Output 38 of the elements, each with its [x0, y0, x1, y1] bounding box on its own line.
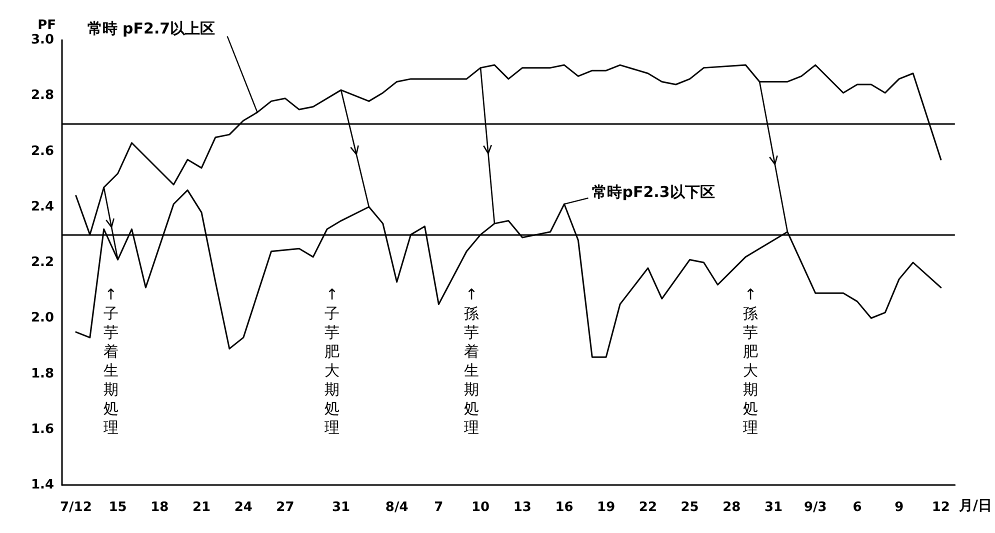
x-tick-label: 9 [894, 500, 904, 515]
x-tick-label: 13 [513, 500, 532, 515]
x-tick-label: 28 [722, 500, 741, 515]
y-tick-label: 1.8 [30, 366, 54, 382]
x-tick-label: 18 [150, 500, 169, 515]
x-tick-label: 15 [108, 500, 127, 515]
y-tick-label: 2.8 [30, 88, 54, 104]
x-tick-label: 9/3 [804, 500, 827, 515]
annotation: ↑子芋肥大期処理 [324, 286, 340, 436]
y-tick-label: 1.4 [30, 478, 54, 492]
x-tick-label: 10 [471, 500, 490, 515]
y-tick-label: 1.6 [30, 422, 54, 437]
legend-label: 常時pF2.3以下区 [592, 183, 715, 202]
x-axis-title: 月/日 [958, 498, 992, 514]
text: 常時 pF2.7以上区 [87, 19, 216, 38]
x-tick-label: 31 [332, 500, 350, 515]
annotation: ↑子芋着生期処理 [103, 286, 118, 436]
annotation: ↑孫芋着生期処理 [464, 286, 480, 436]
y-axis-title: PF [38, 18, 56, 33]
x-tick-label: 27 [276, 500, 294, 515]
y-tick-label: 2.0 [30, 310, 54, 326]
x-tick-label: 21 [192, 500, 211, 515]
x-tick-label: 7 [434, 500, 444, 515]
x-tick-label: 7/12 [60, 500, 92, 515]
x-tick-label: 19 [597, 500, 616, 515]
x-tick-label: 31 [764, 500, 783, 515]
annotation: ↑孫芋肥大期処理 [743, 286, 758, 436]
x-tick-label: 22 [638, 500, 658, 515]
y-tick-label: 2.6 [30, 144, 54, 159]
x-tick-label: 25 [680, 500, 699, 515]
x-tick-label: 12 [932, 500, 950, 515]
x-tick-label: 8/4 [385, 500, 408, 515]
x-tick-label: 16 [555, 500, 574, 515]
x-tick-label: 24 [234, 500, 252, 515]
y-tick-label: 2.4 [30, 199, 54, 214]
y-tick-label: 3.0 [30, 32, 54, 48]
y-tick-label: 2.2 [30, 255, 54, 270]
x-tick-label: 6 [852, 500, 862, 515]
